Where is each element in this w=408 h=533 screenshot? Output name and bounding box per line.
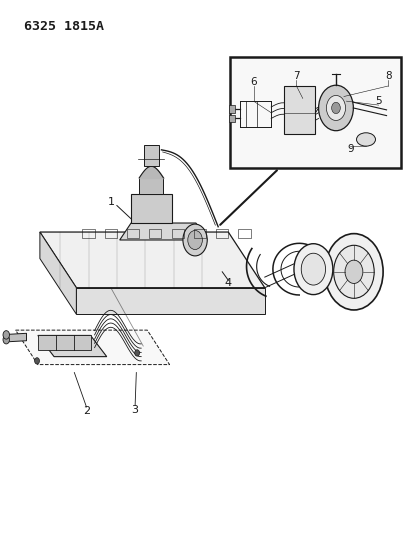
Bar (228, 115, 235, 122)
Bar (238, 229, 251, 238)
Text: 3: 3 (132, 405, 139, 415)
Circle shape (35, 358, 40, 364)
Text: 4: 4 (225, 278, 232, 288)
Circle shape (326, 95, 346, 120)
Text: 9: 9 (347, 144, 353, 154)
Bar (127, 229, 139, 238)
Bar (144, 145, 159, 166)
Text: 5: 5 (375, 96, 382, 106)
Text: 2: 2 (83, 406, 90, 416)
Circle shape (332, 102, 340, 114)
Ellipse shape (357, 133, 375, 146)
Circle shape (3, 335, 9, 344)
Text: 7: 7 (293, 71, 300, 82)
Circle shape (188, 230, 202, 249)
Text: 6: 6 (251, 77, 257, 87)
Circle shape (3, 330, 9, 339)
Bar (231, 57, 401, 168)
Circle shape (183, 224, 207, 256)
Circle shape (345, 260, 363, 284)
Bar (194, 229, 206, 238)
Bar (172, 229, 184, 238)
Circle shape (301, 253, 326, 285)
Text: 6325 1815A: 6325 1815A (24, 20, 104, 33)
Polygon shape (40, 232, 76, 314)
Text: 8: 8 (385, 71, 391, 82)
Polygon shape (7, 333, 27, 342)
Bar (216, 229, 228, 238)
Bar (228, 105, 235, 113)
Polygon shape (76, 288, 265, 314)
Polygon shape (120, 223, 207, 240)
Circle shape (319, 85, 353, 131)
Polygon shape (38, 335, 107, 357)
Polygon shape (40, 232, 265, 288)
Circle shape (294, 244, 333, 295)
Bar (139, 178, 164, 194)
Text: 1: 1 (108, 197, 115, 207)
Circle shape (325, 233, 383, 310)
Bar (149, 229, 162, 238)
Bar (105, 229, 117, 238)
Bar (82, 229, 95, 238)
Bar (284, 86, 315, 134)
Circle shape (135, 350, 140, 356)
Polygon shape (38, 335, 91, 350)
Bar (131, 194, 172, 223)
Circle shape (334, 245, 374, 298)
Polygon shape (16, 330, 170, 365)
